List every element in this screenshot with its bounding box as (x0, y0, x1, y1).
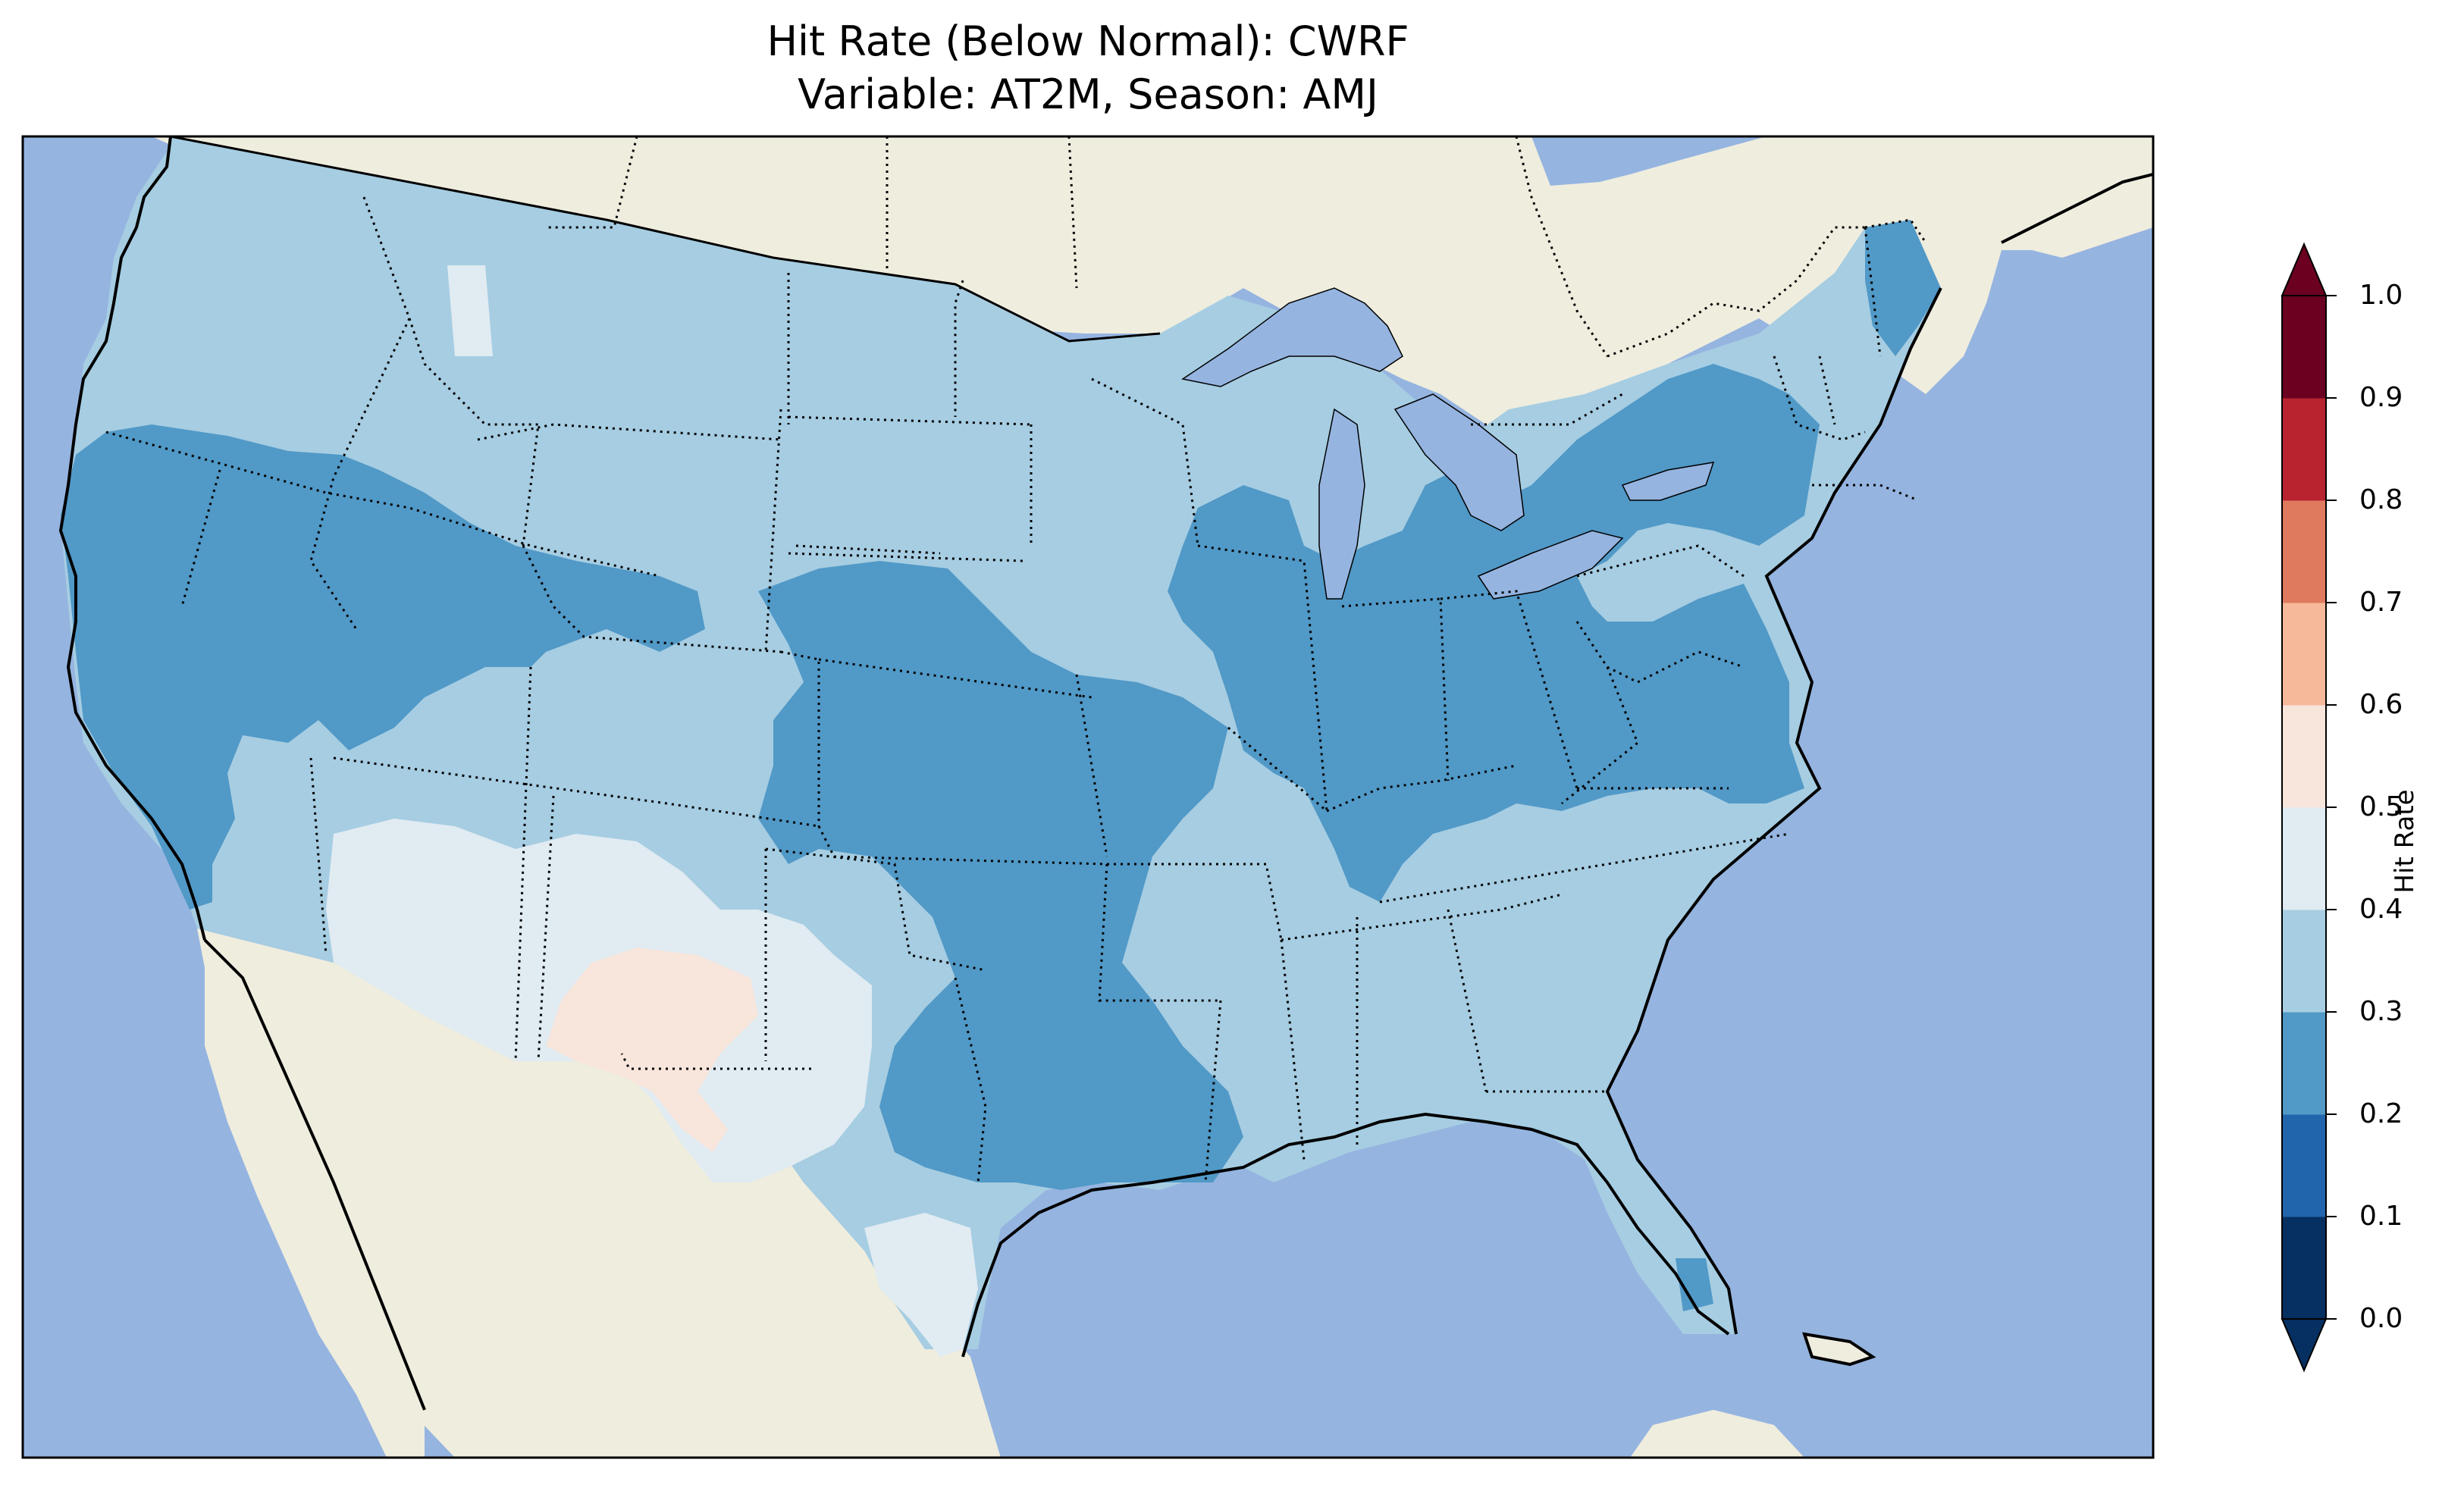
colorbar-bins (2282, 296, 2326, 1320)
colorbar-extend-low (2281, 1318, 2328, 1373)
colorbar-tick-label: 0.8 (2359, 484, 2403, 515)
nova-scotia-land (2002, 174, 2153, 258)
great-lakes (1181, 287, 1715, 600)
mexico-land (197, 929, 1001, 1458)
nova-scotia-coast (2001, 173, 2153, 244)
colorbar (2281, 242, 2337, 1373)
colorbar-tick-label: 0.6 (2359, 689, 2403, 720)
colorbar-bin-0.9-1.0 (2282, 296, 2326, 399)
lake-ontario (1621, 462, 1715, 501)
colorbar-tick-label: 0.7 (2359, 587, 2403, 618)
lake-michigan (1318, 408, 1365, 600)
cuba-coast (1802, 1332, 1876, 1367)
colorbar-bin-0.0-0.1 (2282, 1217, 2326, 1320)
colorbar-bin-0.4-0.5 (2282, 807, 2326, 910)
colorbar-tick-label: 0.5 (2359, 791, 2403, 822)
colorbar-bin-0.8-0.9 (2282, 398, 2326, 501)
colorbar-bin-0.1-0.2 (2282, 1114, 2326, 1217)
lake-erie (1477, 530, 1624, 600)
colorbar-tick-label: 0.4 (2359, 894, 2403, 925)
lake-superior (1181, 287, 1403, 387)
map-title-line-1: Hit Rate (Below Normal): CWRF (766, 17, 1409, 65)
colorbar-bin-0.5-0.6 (2282, 705, 2326, 808)
hit-rate-florida-0.2-0.3 (1676, 1258, 1713, 1311)
gulf-coast (961, 1112, 1730, 1358)
hit-rate-south-texas-0.4-0.5 (864, 1213, 978, 1357)
map-title-line-2: Variable: AT2M, Season: AMJ (798, 70, 1378, 118)
country-borders (546, 136, 1927, 1183)
colorbar-bin-0.3-0.4 (2282, 910, 2326, 1013)
colorbar-bin-0.6-0.7 (2282, 603, 2326, 706)
colorbar-extend-high (2281, 242, 2328, 296)
map-frame (21, 135, 2155, 1459)
colorbar-tick-label: 0.3 (2359, 996, 2403, 1027)
colorbar-bin-0.2-0.3 (2282, 1012, 2326, 1115)
colorbar-tick-label: 1.0 (2359, 280, 2403, 311)
hit-rate-idaho-spot-0.4-0.5 (447, 265, 493, 356)
colorbar-label: Hit Rate (2390, 789, 2420, 894)
cuba-land (1804, 1334, 1873, 1364)
coastlines (58, 136, 2153, 1411)
colorbar-tick-label: 0.0 (2359, 1303, 2403, 1334)
pacific-coast (58, 136, 206, 941)
hit-rate-field (61, 136, 1941, 1357)
hit-rate-new-mexico-0.5-0.6 (546, 947, 758, 1152)
us-canada-border (170, 136, 1161, 343)
colorbar-tick-label: 0.2 (2359, 1098, 2403, 1129)
mexico-coast (203, 938, 426, 1411)
atlantic-coast (1605, 287, 1942, 1335)
map-panel (23, 136, 2153, 1458)
hit-rate-central-0.2-0.3 (758, 561, 1243, 1190)
colorbar-tick-label: 0.1 (2359, 1201, 2403, 1232)
baja-land (205, 940, 425, 1458)
hit-rate-maine-0.2-0.3 (1865, 220, 1941, 356)
state-boundaries (105, 196, 1919, 1183)
hit-rate-west-band-0.2-0.3 (61, 424, 705, 910)
lake-huron (1393, 393, 1525, 531)
colorbar-tick-label: 0.9 (2359, 382, 2403, 413)
colorbar-bin-0.7-0.8 (2282, 500, 2326, 603)
colorbar-ticks (2326, 295, 2337, 1320)
yucatan-land (1630, 1410, 1804, 1458)
